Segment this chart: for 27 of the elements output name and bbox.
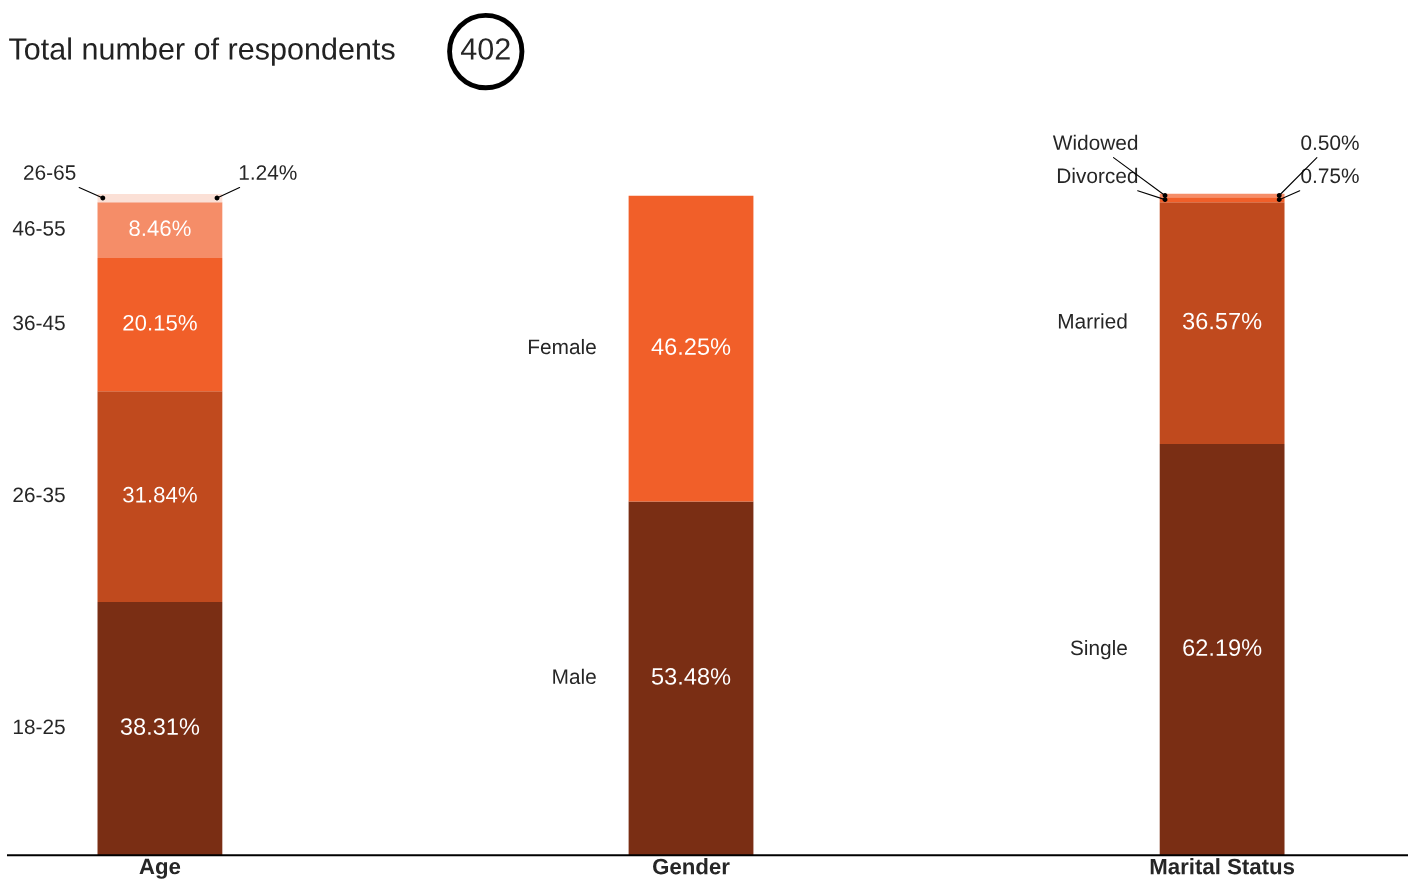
text: 402: [460, 38, 510, 60]
x-tick-label: Age: [139, 858, 181, 879]
data-label: 31.84%: [123, 486, 197, 503]
data-label: 53.48%: [651, 668, 731, 685]
data-label: 0.50%: [1301, 135, 1359, 151]
data-label: 8.46%: [129, 220, 191, 237]
data-label: 1.24%: [239, 165, 297, 180]
series-label: Married: [1058, 313, 1127, 329]
data-label: 62.19%: [1183, 639, 1262, 656]
series-label: Female: [528, 338, 596, 355]
series-label: Divorced: [1057, 167, 1138, 184]
data-label: 36.57%: [1182, 312, 1262, 330]
x-tick-label: Gender: [653, 858, 730, 875]
series-label: 26-65: [24, 165, 76, 180]
series-label: Male: [553, 668, 596, 685]
data-label: 46.25%: [651, 338, 731, 355]
series-label: 26-35: [13, 487, 65, 503]
x-tick-label: Marital Status: [1150, 858, 1295, 875]
data-label: 20.15%: [123, 314, 197, 331]
series-label: 46-55: [12, 220, 65, 236]
chart-title: Total number of respondents: [9, 37, 395, 66]
series-label: 18-25: [13, 719, 65, 735]
text: Widowed: [1052, 134, 1138, 151]
series-label: 36-45: [13, 315, 65, 331]
series-label: Single: [1070, 639, 1127, 660]
data-label: 38.31%: [120, 718, 200, 735]
data-label: 0.75%: [1301, 168, 1359, 184]
